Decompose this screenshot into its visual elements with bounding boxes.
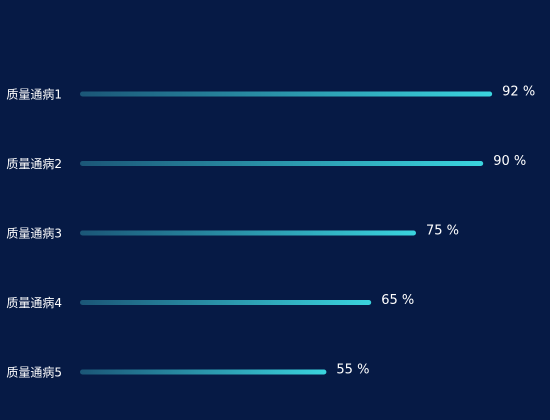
category-label: 质量通病1: [6, 87, 62, 102]
category-label: 质量通病5: [6, 365, 62, 380]
bar: [80, 161, 484, 166]
value-label: 92 %: [502, 85, 535, 100]
bar: [80, 369, 327, 375]
category-label: 质量通病2: [6, 156, 62, 171]
bar: [80, 300, 372, 305]
category-label: 质量通病3: [6, 226, 62, 241]
category-label: 质量通病4: [6, 295, 62, 310]
value-label: 75 %: [426, 224, 459, 239]
bar: [80, 91, 493, 97]
bar: [80, 230, 416, 236]
value-label: 55 %: [336, 363, 369, 378]
value-label: 65 %: [381, 293, 414, 308]
value-label: 90 %: [493, 154, 526, 169]
